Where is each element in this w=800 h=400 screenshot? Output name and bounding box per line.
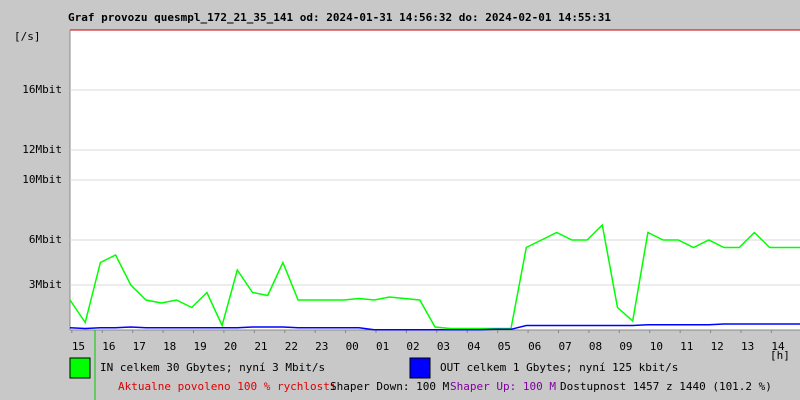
legend-swatch [69, 357, 91, 379]
y-tick-label: 10Mbit [22, 173, 62, 186]
y-axis-label: [/s] [14, 30, 41, 43]
x-tick-label: 05 [498, 340, 511, 353]
x-tick-label: 08 [589, 340, 602, 353]
y-tick-label: 12Mbit [22, 143, 62, 156]
x-tick-label: 22 [285, 340, 298, 353]
x-tick-label: 02 [406, 340, 419, 353]
x-tick-label: 03 [437, 340, 450, 353]
footer-text: Dostupnost 1457 z 1440 (101.2 %) [560, 380, 772, 393]
x-tick-label: 04 [467, 340, 481, 353]
x-tick-label: 01 [376, 340, 389, 353]
x-tick-label: 14 [771, 340, 785, 353]
footer-text: Shaper Down: 100 M [330, 380, 450, 393]
x-tick-label: 06 [528, 340, 541, 353]
series-line [69, 323, 800, 331]
legend-label: IN celkem 30 Gbytes; nyní 3 Mbit/s [100, 361, 325, 374]
x-tick-label: 23 [315, 340, 328, 353]
y-tick-label: 6Mbit [29, 233, 62, 246]
x-tick-label: 09 [619, 340, 632, 353]
series-line [69, 223, 800, 330]
legend-label: OUT celkem 1 Gbytes; nyní 125 kbit/s [440, 361, 678, 374]
footer-text: Aktualne povoleno 100 % rychlosti [118, 380, 337, 393]
x-tick-label: 16 [102, 340, 115, 353]
x-tick-label: 10 [650, 340, 663, 353]
footer-text: Shaper Up: 100 M [450, 380, 556, 393]
x-tick-label: 13 [741, 340, 754, 353]
x-tick-label: 11 [680, 340, 693, 353]
x-tick-label: 12 [711, 340, 724, 353]
x-axis-label: [h] [770, 349, 790, 362]
chart-title: Graf provozu quesmpl_172_21_35_141 od: 2… [68, 11, 611, 24]
x-tick-label: 21 [254, 340, 267, 353]
y-tick-label: 16Mbit [22, 83, 62, 96]
x-tick-label: 17 [133, 340, 146, 353]
x-tick-label: 15 [72, 340, 85, 353]
x-tick-label: 18 [163, 340, 176, 353]
x-tick-label: 00 [346, 340, 359, 353]
x-tick-label: 07 [558, 340, 571, 353]
y-tick-label: 3Mbit [29, 278, 62, 291]
x-tick-label: 19 [193, 340, 206, 353]
x-tick-label: 20 [224, 340, 237, 353]
legend-swatch [409, 357, 431, 379]
